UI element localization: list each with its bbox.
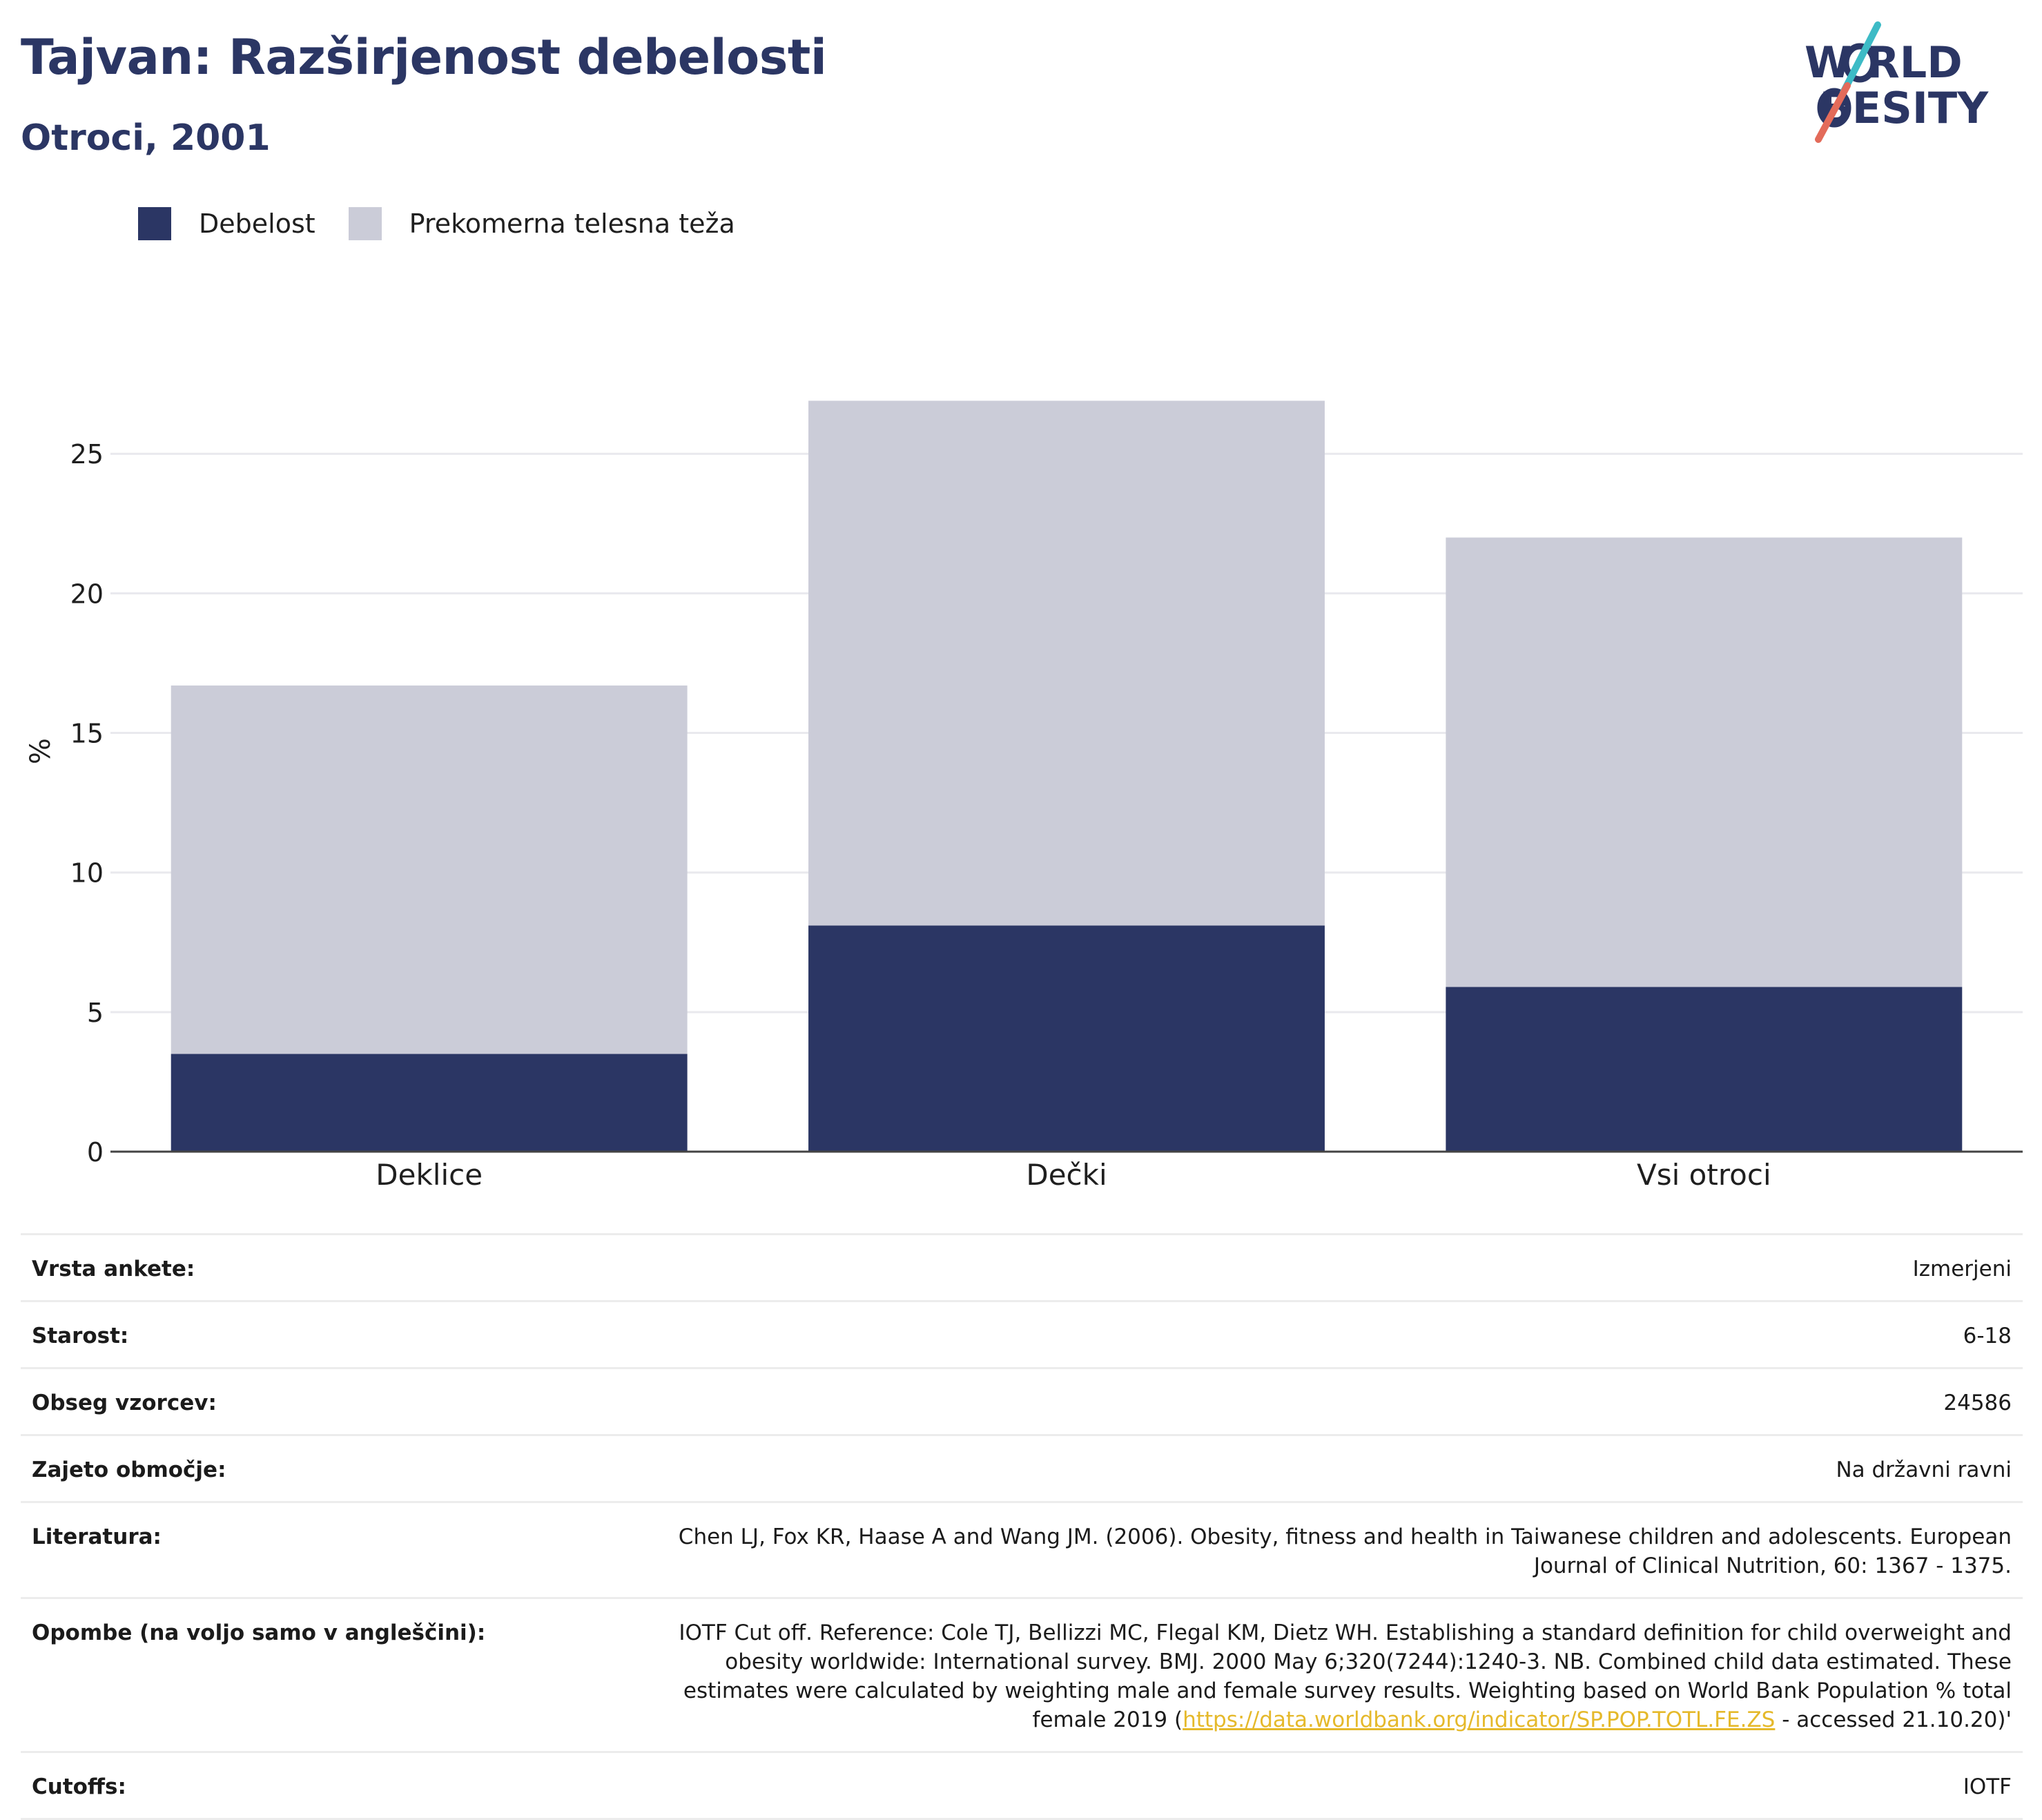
info-row-sample-size: Obseg vzorcev: 24586 [21,1368,2023,1435]
logo-o-world [1842,43,1877,83]
info-value: 24586 [1943,1391,2012,1415]
legend-item-obesity[interactable]: Debelost [138,207,315,240]
notes-text-after: - accessed 21.10.20)' [1775,1707,2012,1732]
world-obesity-logo: W RLD BESITY [1805,21,1989,143]
chart-legend: Debelost Prekomerna telesna teža [138,204,768,243]
page-subtitle: Otroci, 2001 [21,117,271,159]
survey-info-table: Vrsta ankete: Izmerjeni Starost: 6-18 Ob… [21,1233,2023,1820]
info-row-age: Starost: 6-18 [21,1301,2023,1368]
info-key: Zajeto območje: [32,1458,226,1482]
bar-obesity[interactable] [808,925,1325,1152]
logo-o-obesity [1817,88,1851,128]
info-value: IOTF Cut off. Reference: Cole TJ, Belliz… [609,1598,2023,1752]
bar-obesity[interactable] [171,1054,688,1152]
x-category-label: Deklice [376,1158,483,1192]
legend-item-overweight[interactable]: Prekomerna telesna teža [348,207,735,240]
worldbank-link[interactable]: https://data.worldbank.org/indicator/SP.… [1183,1707,1776,1732]
y-tick-label: 0 [87,1137,104,1168]
x-category-label: Dečki [1026,1158,1107,1192]
info-key: Opombe (na voljo samo v angleščini): [32,1620,486,1645]
logo-slash-coral [1815,82,1851,143]
notes-text: IOTF Cut off. Reference: Cole TJ, Belliz… [679,1620,2012,1732]
y-tick-label: 5 [87,998,104,1028]
info-value: Izmerjeni [1912,1257,2012,1281]
logo-slash-teal [1840,21,1881,96]
info-row-notes: Opombe (na voljo samo v angleščini): IOT… [21,1598,2023,1752]
info-key: Obseg vzorcev: [32,1391,217,1415]
info-key: Literatura: [32,1524,162,1549]
info-value: Chen LJ, Fox KR, Haase A and Wang JM. (2… [678,1524,2012,1578]
y-tick-label: 15 [70,719,104,749]
y-axis-title: % [25,738,57,764]
legend-label-obesity: Debelost [199,209,315,239]
info-row-coverage: Zajeto območje: Na državni ravni [21,1435,2023,1502]
x-category-labels: Deklice Dečki Vsi otroci [376,1158,1771,1192]
y-tick-label: 25 [70,439,104,469]
info-row-literature: Literatura: Chen LJ, Fox KR, Haase A and… [21,1502,2023,1598]
bar-overweight[interactable] [1446,537,1963,987]
info-key: Starost: [32,1324,129,1348]
legend-swatch-obesity [138,207,171,240]
y-tick-label: 10 [70,858,104,889]
bar-obesity[interactable] [1446,987,1963,1152]
legend-label-overweight: Prekomerna telesna teža [409,209,735,239]
info-value: 6-18 [1963,1324,2012,1348]
page-title: Tajvan: Razširjenost debelosti [21,29,827,86]
bar-overweight[interactable] [171,685,688,1054]
info-key: Vrsta ankete: [32,1257,195,1281]
info-value: Na državni ravni [1836,1458,2012,1482]
bars [171,400,1963,1152]
y-tick-labels: 0 5 10 15 20 25 [70,439,104,1168]
info-key: Cutoffs: [32,1774,126,1799]
info-row-cutoffs: Cutoffs: IOTF [21,1752,2023,1819]
info-row-survey-type: Vrsta ankete: Izmerjeni [21,1234,2023,1301]
stacked-bar-chart: 0 5 10 15 20 25 Deklice Dečki Vsi otroci % [25,400,2023,1192]
bar-overweight[interactable] [808,400,1325,926]
legend-swatch-overweight [348,207,382,240]
x-category-label: Vsi otroci [1637,1158,1771,1192]
y-tick-label: 20 [70,579,104,609]
logo-text-world: W RLD [1805,37,1963,88]
info-value: IOTF [1963,1774,2012,1799]
